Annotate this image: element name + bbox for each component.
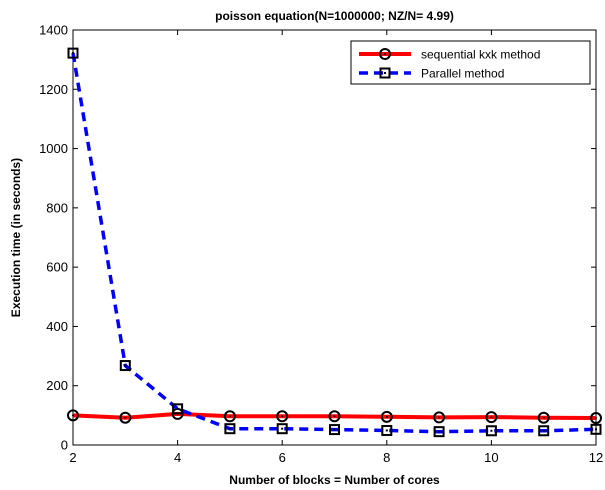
y-tick-label: 1200 [39,82,68,97]
data-point-center [281,415,284,418]
data-point-center [124,364,127,367]
data-point-center [595,417,597,420]
x-tick-label: 8 [383,450,390,465]
data-point [380,410,393,423]
data-point [379,48,391,60]
x-tick-label: 4 [174,450,181,465]
data-point-center [72,52,74,55]
y-tick-label: 1000 [39,141,68,156]
data-point [379,67,391,79]
data-point-center [385,429,388,432]
data-point [590,412,602,425]
data-point [119,360,131,372]
data-point [590,423,602,435]
data-point [329,424,340,436]
data-point-center [72,414,74,417]
series-layer [67,47,602,438]
data-point-center [384,72,386,74]
y-tick-label: 400 [46,319,68,334]
x-tick-label: 12 [589,450,603,465]
chart-title: poisson equation(N=1000000; NZ/N= 4.99) [215,9,454,23]
y-tick-label: 800 [46,200,68,215]
legend-label: sequential kxk method [421,48,540,62]
data-point-center [542,416,545,419]
data-point [224,423,236,435]
y-tick-label: 1400 [39,23,68,38]
data-point-center [384,53,386,55]
series-sequential [67,407,602,425]
legend-label: Parallel method [421,67,504,81]
data-point [276,410,289,423]
data-point-center [228,427,231,430]
data-point-center [438,416,441,419]
data-point-center [385,415,388,418]
data-point [119,411,132,424]
data-point [276,423,288,435]
plot-area [72,29,597,446]
x-axis: 2 4 6 8 10 12 [69,30,603,465]
data-point [67,409,79,422]
data-point [485,411,498,424]
data-point [223,410,236,423]
data-point-center [595,428,597,431]
data-point-center [176,407,179,410]
data-point-center [542,429,545,432]
series-line [71,52,597,434]
y-axis: 0 200 400 600 800 1000 1200 1400 [39,23,596,453]
data-point [433,411,446,424]
x-tick-label: 6 [279,450,286,465]
data-point [381,424,393,436]
data-point [172,403,184,415]
y-tick-label: 600 [46,260,68,275]
data-point [328,410,341,423]
data-point-center [281,427,284,430]
y-tick-label: 200 [46,378,68,393]
data-point [538,425,550,437]
data-point-center [333,415,336,418]
data-point [67,47,79,59]
data-point-center [490,416,493,419]
data-point [433,426,445,438]
series-parallel [67,47,602,438]
data-point-center [490,429,493,432]
data-point [485,425,497,437]
data-point-center [333,428,336,431]
legend: sequential kxk method Parallel method [350,40,591,85]
data-point-center [228,415,231,418]
data-point-center [124,416,127,419]
x-tick-label: 2 [69,450,76,465]
y-axis-label: Execution time (in seconds) [9,158,23,317]
data-point [537,411,550,424]
x-tick-label: 10 [484,450,498,465]
legend-box [350,40,591,85]
data-point-center [438,430,441,433]
y-tick-label: 0 [61,438,68,453]
x-axis-label: Number of blocks = Number of cores [229,473,440,487]
